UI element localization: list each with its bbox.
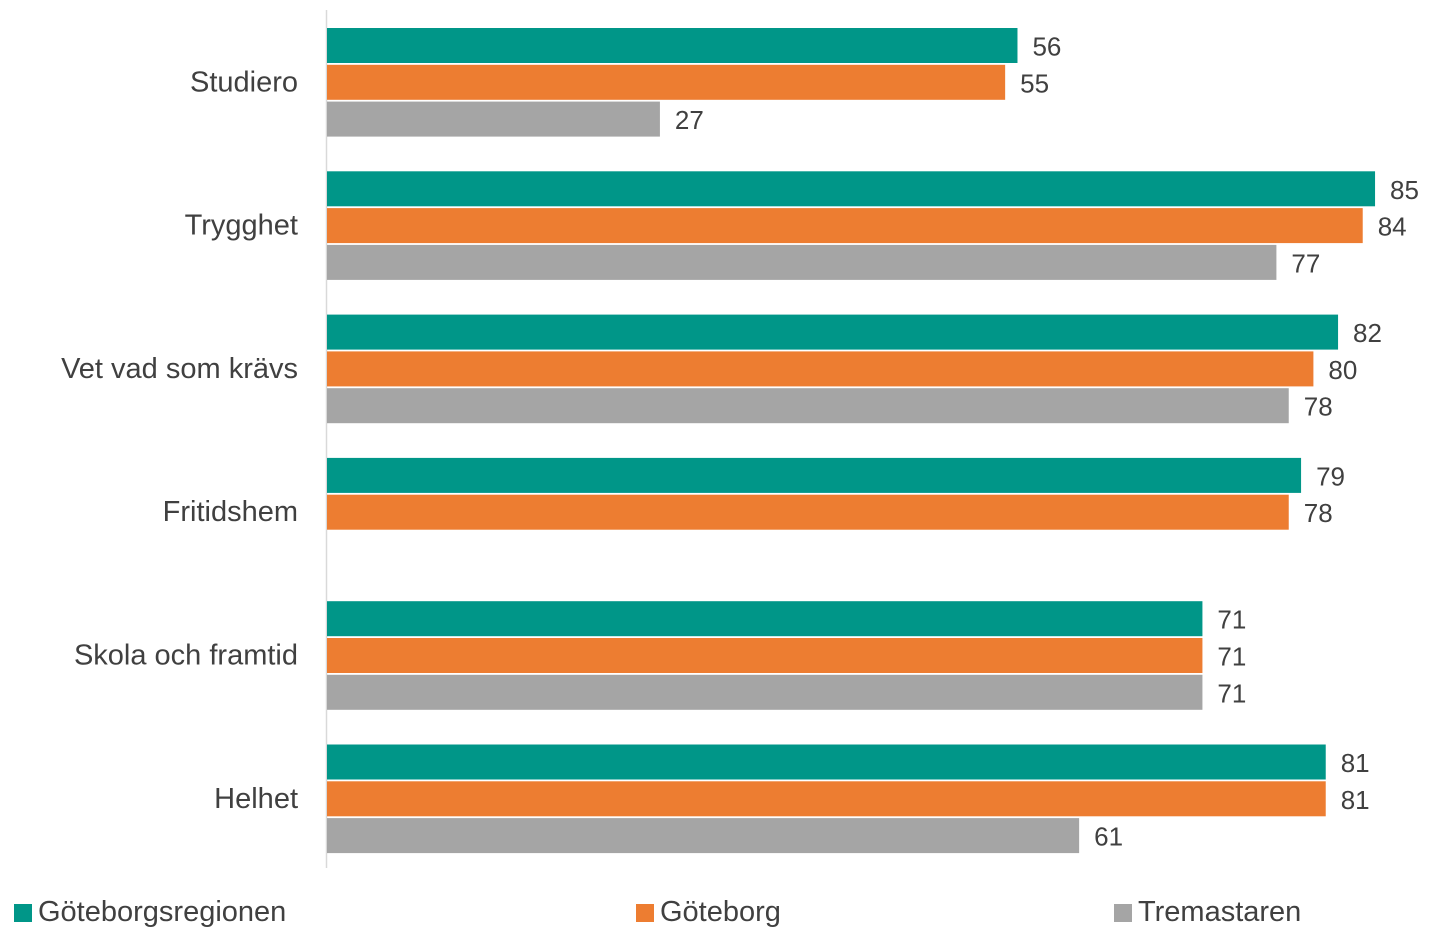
data-label-göteborgsregionen-skola-och-framtid: 71 bbox=[1217, 605, 1246, 635]
data-label-tremastaren-helhet: 61 bbox=[1094, 822, 1123, 852]
data-label-göteborgsregionen-vet-vad-som-krävs: 82 bbox=[1353, 318, 1382, 348]
data-label-tremastaren-studiero: 27 bbox=[675, 105, 704, 135]
data-label-tremastaren-vet-vad-som-krävs: 78 bbox=[1304, 392, 1333, 422]
legend: Göteborgsregionen Göteborg Tremastaren bbox=[0, 896, 1437, 933]
legend-item-göteborg: Göteborg bbox=[636, 896, 781, 929]
data-label-göteborg-skola-och-framtid: 71 bbox=[1217, 642, 1246, 672]
bar-göteborgsregionen-studiero bbox=[327, 28, 1018, 63]
category-label-trygghet: Trygghet bbox=[185, 210, 298, 242]
data-label-göteborg-fritidshem: 78 bbox=[1304, 498, 1333, 528]
data-label-göteborg-studiero: 55 bbox=[1020, 68, 1049, 98]
bar-tremastaren-helhet bbox=[327, 818, 1080, 854]
data-label-göteborg-trygghet: 84 bbox=[1378, 212, 1407, 242]
legend-item-tremastaren: Tremastaren bbox=[1114, 896, 1301, 929]
bar-tremastaren-studiero bbox=[327, 101, 660, 137]
category-labels: Studiero Trygghet Vet vad som krävs Fritids… bbox=[61, 66, 298, 815]
value-labels: 56 55 27 85 84 77 82 80 78 79 78 71 71 71 81 81 61 bbox=[675, 32, 1419, 852]
data-label-göteborgsregionen-fritidshem: 79 bbox=[1316, 461, 1345, 491]
category-label-studiero: Studiero bbox=[190, 66, 298, 98]
bar-göteborgsregionen-skola-och-framtid bbox=[327, 601, 1203, 637]
bar-göteborg-helhet bbox=[327, 781, 1326, 817]
bar-göteborgsregionen-vet-vad-som-krävs bbox=[327, 314, 1339, 350]
bar-göteborgsregionen-helhet bbox=[327, 744, 1326, 780]
bar-göteborgsregionen-trygghet bbox=[327, 171, 1376, 207]
data-label-göteborg-vet-vad-som-krävs: 80 bbox=[1328, 355, 1357, 385]
data-label-tremastaren-trygghet: 77 bbox=[1291, 248, 1320, 278]
legend-label: Göteborgsregionen bbox=[38, 896, 287, 928]
bar-göteborg-vet-vad-som-krävs bbox=[327, 351, 1314, 387]
bar-chart: Studiero Trygghet Vet vad som krävs Fritids… bbox=[61, 10, 1419, 868]
bar-göteborg-skola-och-framtid bbox=[327, 638, 1203, 673]
legend-swatch bbox=[1114, 903, 1132, 922]
bar-tremastaren-trygghet bbox=[327, 244, 1277, 280]
bar-göteborg-trygghet bbox=[327, 208, 1363, 244]
data-label-göteborgsregionen-trygghet: 85 bbox=[1390, 175, 1419, 205]
category-label-fritidshem: Fritidshem bbox=[163, 496, 298, 528]
data-label-göteborgsregionen-helhet: 81 bbox=[1341, 748, 1370, 778]
category-label-skola-och-framtid: Skola och framtid bbox=[74, 640, 298, 672]
legend-item-göteborgsregionen: Göteborgsregionen bbox=[14, 896, 286, 929]
legend-label: Göteborg bbox=[660, 896, 781, 928]
data-label-tremastaren-skola-och-framtid: 71 bbox=[1217, 678, 1246, 708]
category-label-helhet: Helhet bbox=[214, 783, 298, 815]
legend-swatch bbox=[636, 903, 654, 922]
legend-label: Tremastaren bbox=[1138, 896, 1302, 928]
data-label-göteborgsregionen-studiero: 56 bbox=[1032, 32, 1061, 62]
bars bbox=[327, 28, 1376, 854]
legend-swatch bbox=[14, 903, 32, 922]
bar-göteborg-studiero bbox=[327, 64, 1006, 100]
category-label-vet-vad-som-krävs: Vet vad som krävs bbox=[61, 353, 298, 385]
bar-göteborg-fritidshem bbox=[327, 494, 1289, 530]
bar-göteborgsregionen-fritidshem bbox=[327, 457, 1302, 493]
bar-tremastaren-vet-vad-som-krävs bbox=[327, 388, 1289, 424]
data-label-göteborg-helhet: 81 bbox=[1341, 785, 1370, 815]
bar-tremastaren-skola-och-framtid bbox=[327, 674, 1203, 710]
